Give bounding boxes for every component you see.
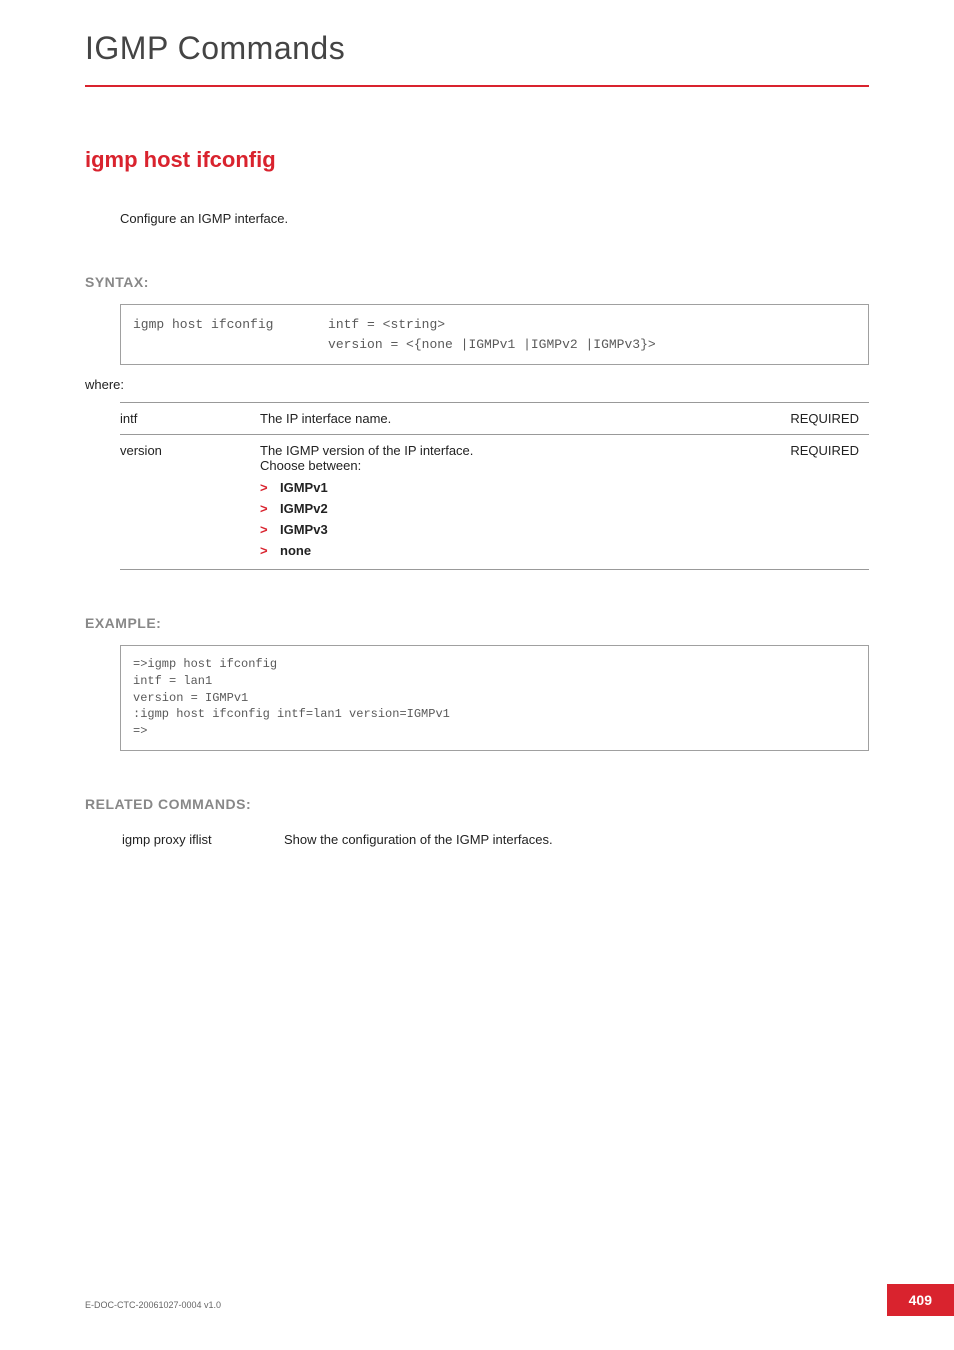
table-row: version The IGMP version of the IP inter…	[120, 435, 869, 570]
param-description: The IP interface name.	[260, 403, 769, 435]
param-desc-text: Choose between:	[260, 458, 361, 473]
header-rule	[85, 85, 869, 87]
related-heading: RELATED COMMANDS:	[85, 796, 869, 812]
param-name: intf	[120, 403, 260, 435]
where-label: where:	[85, 377, 869, 392]
option-list: >IGMPv1 >IGMPv2 >IGMPv3 >none	[260, 477, 759, 561]
footer-page-number: 409	[887, 1284, 954, 1316]
param-desc-text: The IGMP version of the IP interface.	[260, 443, 473, 458]
related-command-name: igmp proxy iflist	[122, 828, 282, 851]
syntax-code-line: version = <{none |IGMPv1 |IGMPv2 |IGMPv3…	[133, 337, 656, 352]
list-item: >IGMPv3	[260, 519, 759, 540]
list-item: >IGMPv2	[260, 498, 759, 519]
page-footer: E-DOC-CTC-20061027-0004 v1.0 409	[85, 1300, 954, 1310]
related-commands-table: igmp proxy iflist Show the configuration…	[120, 826, 585, 853]
table-row: igmp proxy iflist Show the configuration…	[122, 828, 583, 851]
example-code-box: =>igmp host ifconfig intf = lan1 version…	[120, 645, 869, 751]
page-container: IGMP Commands igmp host ifconfig Configu…	[0, 0, 954, 1350]
related-command-description: Show the configuration of the IGMP inter…	[284, 828, 583, 851]
example-heading: EXAMPLE:	[85, 615, 869, 631]
param-required: REQUIRED	[769, 403, 869, 435]
syntax-code-line: igmp host ifconfig intf = <string>	[133, 317, 445, 332]
option-value: IGMPv2	[280, 501, 328, 516]
table-row: intf The IP interface name. REQUIRED	[120, 403, 869, 435]
list-item: >none	[260, 540, 759, 561]
param-required: REQUIRED	[769, 435, 869, 570]
syntax-code-box: igmp host ifconfig intf = <string> versi…	[120, 304, 869, 365]
chevron-icon: >	[260, 522, 280, 537]
chevron-icon: >	[260, 480, 280, 495]
option-value: IGMPv3	[280, 522, 328, 537]
footer-doc-id: E-DOC-CTC-20061027-0004 v1.0	[85, 1300, 221, 1310]
list-item: >IGMPv1	[260, 477, 759, 498]
option-value: IGMPv1	[280, 480, 328, 495]
param-name: version	[120, 435, 260, 570]
command-title: igmp host ifconfig	[85, 147, 869, 173]
chevron-icon: >	[260, 543, 280, 558]
syntax-heading: SYNTAX:	[85, 274, 869, 290]
command-description: Configure an IGMP interface.	[120, 211, 869, 226]
page-title: IGMP Commands	[85, 30, 869, 67]
param-description: The IGMP version of the IP interface. Ch…	[260, 435, 769, 570]
parameters-table: intf The IP interface name. REQUIRED ver…	[120, 402, 869, 570]
chevron-icon: >	[260, 501, 280, 516]
option-value: none	[280, 543, 311, 558]
